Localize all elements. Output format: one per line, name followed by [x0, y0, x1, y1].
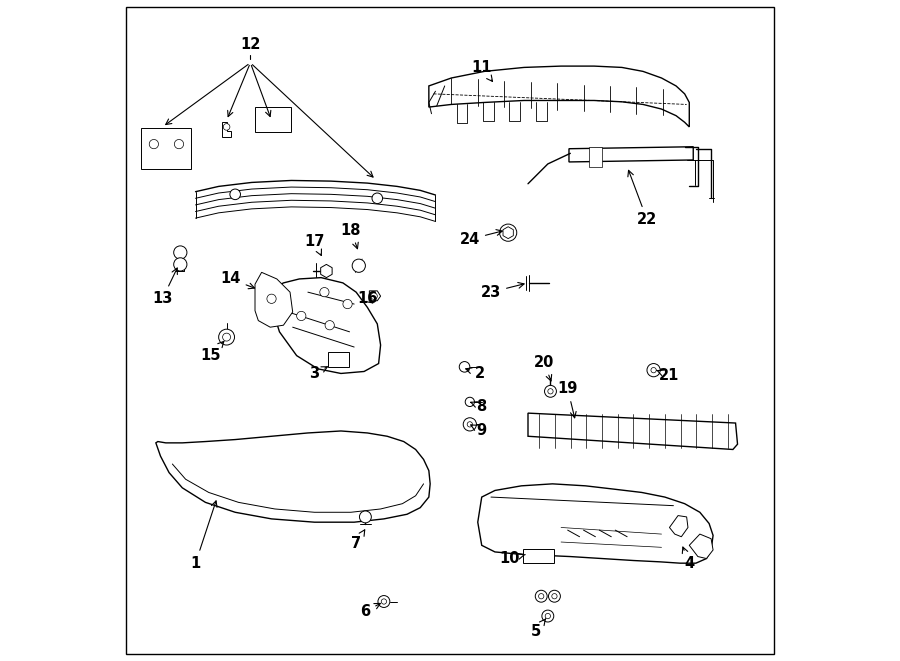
Polygon shape [478, 484, 713, 563]
Polygon shape [222, 122, 230, 137]
Circle shape [175, 139, 184, 149]
Polygon shape [689, 534, 713, 559]
Polygon shape [255, 272, 292, 327]
Circle shape [378, 596, 390, 607]
Polygon shape [320, 264, 332, 278]
Circle shape [545, 613, 551, 619]
Text: 2: 2 [465, 366, 485, 381]
Text: 5: 5 [531, 619, 545, 639]
Text: 8: 8 [471, 399, 487, 414]
Bar [523, 549, 554, 563]
Text: 11: 11 [472, 60, 492, 81]
Circle shape [219, 329, 235, 345]
Circle shape [222, 333, 230, 341]
Text: 15: 15 [201, 341, 224, 363]
Polygon shape [569, 147, 693, 162]
Bar [589, 147, 602, 167]
Text: 18: 18 [340, 223, 361, 249]
Circle shape [343, 299, 352, 309]
Text: 10: 10 [500, 551, 526, 566]
Bar [255, 107, 292, 132]
Polygon shape [503, 227, 513, 239]
Text: 23: 23 [481, 282, 524, 299]
Text: 24: 24 [460, 229, 502, 247]
Text: 21: 21 [656, 368, 680, 383]
Circle shape [371, 293, 377, 299]
Circle shape [548, 389, 554, 394]
Circle shape [536, 590, 547, 602]
Text: 17: 17 [304, 234, 325, 256]
Circle shape [359, 511, 372, 523]
Circle shape [548, 590, 561, 602]
Circle shape [500, 224, 517, 241]
Circle shape [320, 288, 329, 297]
Circle shape [223, 124, 230, 130]
Text: 13: 13 [152, 268, 177, 306]
Text: 14: 14 [220, 272, 255, 289]
Circle shape [174, 258, 187, 271]
Circle shape [382, 599, 386, 604]
Polygon shape [272, 278, 381, 373]
Bar [328, 352, 349, 367]
Polygon shape [428, 66, 689, 127]
Circle shape [647, 364, 661, 377]
Circle shape [464, 418, 476, 431]
Bar [141, 128, 191, 169]
Text: 4: 4 [682, 547, 694, 570]
Circle shape [352, 259, 365, 272]
Circle shape [297, 311, 306, 321]
Text: 20: 20 [534, 355, 554, 381]
Polygon shape [156, 431, 430, 522]
Polygon shape [369, 291, 381, 301]
Circle shape [267, 294, 276, 303]
Circle shape [651, 368, 656, 373]
Text: 16: 16 [357, 292, 378, 306]
Circle shape [467, 422, 472, 427]
Circle shape [544, 385, 556, 397]
Circle shape [372, 193, 382, 204]
Circle shape [325, 321, 334, 330]
Text: 1: 1 [191, 501, 217, 570]
Circle shape [552, 594, 557, 599]
Circle shape [542, 610, 554, 622]
Text: 22: 22 [628, 171, 657, 227]
Text: 9: 9 [471, 424, 487, 438]
Circle shape [538, 594, 544, 599]
Polygon shape [528, 413, 737, 449]
Text: 7: 7 [351, 530, 364, 551]
Text: 6: 6 [360, 603, 381, 619]
Text: 12: 12 [240, 38, 261, 52]
Text: 3: 3 [310, 366, 328, 381]
Circle shape [149, 139, 158, 149]
Circle shape [465, 397, 474, 407]
Text: 19: 19 [557, 381, 578, 418]
Circle shape [230, 189, 240, 200]
Circle shape [459, 362, 470, 372]
Circle shape [174, 246, 187, 259]
Polygon shape [670, 516, 688, 537]
